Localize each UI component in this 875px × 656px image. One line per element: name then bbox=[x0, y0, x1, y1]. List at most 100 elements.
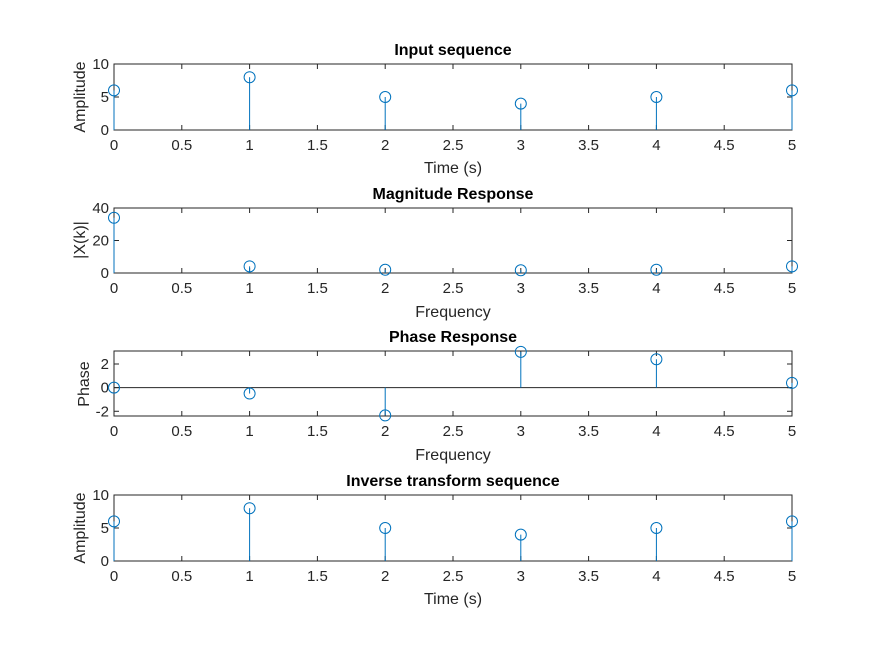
y-tick-label: 40 bbox=[92, 200, 109, 217]
x-tick-label: 3.5 bbox=[578, 568, 599, 585]
y-tick-label: 2 bbox=[101, 356, 109, 373]
stem-marker bbox=[514, 264, 527, 277]
stem-marker bbox=[243, 71, 256, 84]
y-tick-label: 10 bbox=[92, 487, 109, 504]
stem-marker bbox=[108, 84, 120, 97]
x-tick-label: 0.5 bbox=[171, 568, 192, 585]
x-tick-label: 2 bbox=[381, 137, 389, 154]
stem-marker bbox=[108, 515, 120, 528]
x-tick-label: 1.5 bbox=[307, 423, 328, 440]
x-tick-label: 3 bbox=[517, 280, 525, 297]
y-axis-label: |X(k)| bbox=[72, 221, 89, 259]
x-tick-label: 0.5 bbox=[171, 137, 192, 154]
y-tick-label: 0 bbox=[101, 553, 109, 570]
stem-marker bbox=[786, 84, 798, 97]
x-tick-label: 4 bbox=[652, 280, 660, 297]
stem-marker bbox=[650, 263, 663, 276]
x-tick-label: 0 bbox=[110, 423, 118, 440]
stem-marker bbox=[379, 91, 392, 103]
x-tick-label: 2.5 bbox=[443, 280, 464, 297]
x-tick-label: 4 bbox=[652, 568, 660, 585]
x-tick-label: 0 bbox=[110, 280, 118, 297]
x-tick-label: 3 bbox=[517, 137, 525, 154]
y-tick-label: 0 bbox=[101, 122, 109, 139]
x-tick-label: 0 bbox=[110, 137, 118, 154]
x-tick-label: 1.5 bbox=[307, 568, 328, 585]
x-axis-label: Frequency bbox=[415, 447, 491, 464]
stem-marker bbox=[243, 260, 256, 273]
x-tick-label: 0.5 bbox=[171, 423, 192, 440]
x-tick-label: 2 bbox=[381, 280, 389, 297]
x-tick-label: 3.5 bbox=[578, 280, 599, 297]
plot-area: 0 0.5 1 1.5 2 2.5 3 3.5 4 4.5 5 0 5 10 bbox=[92, 487, 798, 585]
x-tick-label: 1 bbox=[245, 137, 253, 154]
y-tick-label: 5 bbox=[101, 89, 109, 106]
plot-area: 0 0.5 1 1.5 2 2.5 3 3.5 4 4.5 5 0 20 40 bbox=[92, 200, 798, 297]
y-axis-label: Phase bbox=[76, 361, 93, 406]
x-tick-label: 0 bbox=[110, 568, 118, 585]
x-tick-label: 5 bbox=[788, 423, 796, 440]
stem-marker bbox=[243, 387, 256, 400]
stem-marker bbox=[786, 376, 798, 389]
x-tick-label: 3.5 bbox=[578, 137, 599, 154]
stem-marker bbox=[514, 528, 527, 541]
x-tick-label: 1 bbox=[245, 280, 253, 297]
stem-marker bbox=[379, 522, 392, 534]
y-tick-label: 0 bbox=[101, 265, 109, 282]
x-tick-label: 2 bbox=[381, 423, 389, 440]
plot-area: 0 0.5 1 1.5 2 2.5 3 3.5 4 4.5 5-202 bbox=[96, 345, 798, 440]
x-axis-label: Frequency bbox=[415, 304, 491, 321]
x-tick-label: 4.5 bbox=[714, 137, 735, 154]
stem-marker bbox=[243, 502, 256, 515]
x-tick-label: 1.5 bbox=[307, 137, 328, 154]
y-axis-label: Amplitude bbox=[72, 492, 89, 563]
y-axis-label: Amplitude bbox=[72, 61, 89, 132]
y-tick-label: 0 bbox=[101, 380, 109, 397]
stem-marker bbox=[786, 515, 798, 528]
stem-marker bbox=[514, 97, 527, 110]
y-tick-label: 10 bbox=[92, 56, 109, 73]
stem-marker bbox=[650, 522, 663, 534]
x-tick-label: 1 bbox=[245, 568, 253, 585]
subplot-phase-response: Phase Response Frequency Phase 0 0.5 1 1.5 2… bbox=[76, 329, 798, 464]
stem-marker bbox=[379, 409, 392, 422]
x-axis-label: Time (s) bbox=[424, 591, 482, 608]
x-tick-label: 4.5 bbox=[714, 568, 735, 585]
y-tick-label: -2 bbox=[96, 403, 109, 420]
stem-marker bbox=[514, 345, 527, 358]
x-tick-label: 1.5 bbox=[307, 280, 328, 297]
x-tick-label: 4.5 bbox=[714, 280, 735, 297]
y-tick-label: 5 bbox=[101, 520, 109, 537]
stem-marker bbox=[786, 260, 798, 273]
stem-marker bbox=[650, 353, 663, 366]
subplot-inverse-transform-sequence: Inverse transform sequence Time (s) Ampl… bbox=[72, 473, 798, 608]
subplot-title: Input sequence bbox=[394, 42, 511, 59]
subplot-magnitude-response: Magnitude Response Frequency |X(k)| 0 0.5… bbox=[72, 186, 798, 321]
stem-marker bbox=[108, 211, 120, 224]
x-tick-label: 3.5 bbox=[578, 423, 599, 440]
x-tick-label: 4.5 bbox=[714, 423, 735, 440]
plot-area: 0 0.5 1 1.5 2 2.5 3 3.5 4 4.5 5 0 5 10 bbox=[92, 56, 798, 154]
x-tick-label: 3 bbox=[517, 423, 525, 440]
x-tick-label: 2.5 bbox=[443, 137, 464, 154]
x-tick-label: 2 bbox=[381, 568, 389, 585]
subplot-input-sequence: Input sequence Time (s) Amplitude 0 0.5 1 1… bbox=[72, 42, 798, 177]
subplot-title: Phase Response bbox=[389, 329, 517, 346]
x-tick-label: 2.5 bbox=[443, 423, 464, 440]
x-tick-label: 5 bbox=[788, 568, 796, 585]
x-tick-label: 2.5 bbox=[443, 568, 464, 585]
x-tick-label: 1 bbox=[245, 423, 253, 440]
stem-marker bbox=[108, 381, 120, 394]
y-tick-label: 20 bbox=[92, 233, 109, 250]
x-tick-label: 0.5 bbox=[171, 280, 192, 297]
x-tick-label: 5 bbox=[788, 280, 796, 297]
subplot-title: Inverse transform sequence bbox=[346, 473, 560, 490]
x-tick-label: 4 bbox=[652, 423, 660, 440]
x-tick-label: 5 bbox=[788, 137, 796, 154]
x-axis-label: Time (s) bbox=[424, 160, 482, 177]
stem-marker bbox=[650, 91, 663, 103]
x-tick-label: 3 bbox=[517, 568, 525, 585]
x-tick-label: 4 bbox=[652, 137, 660, 154]
